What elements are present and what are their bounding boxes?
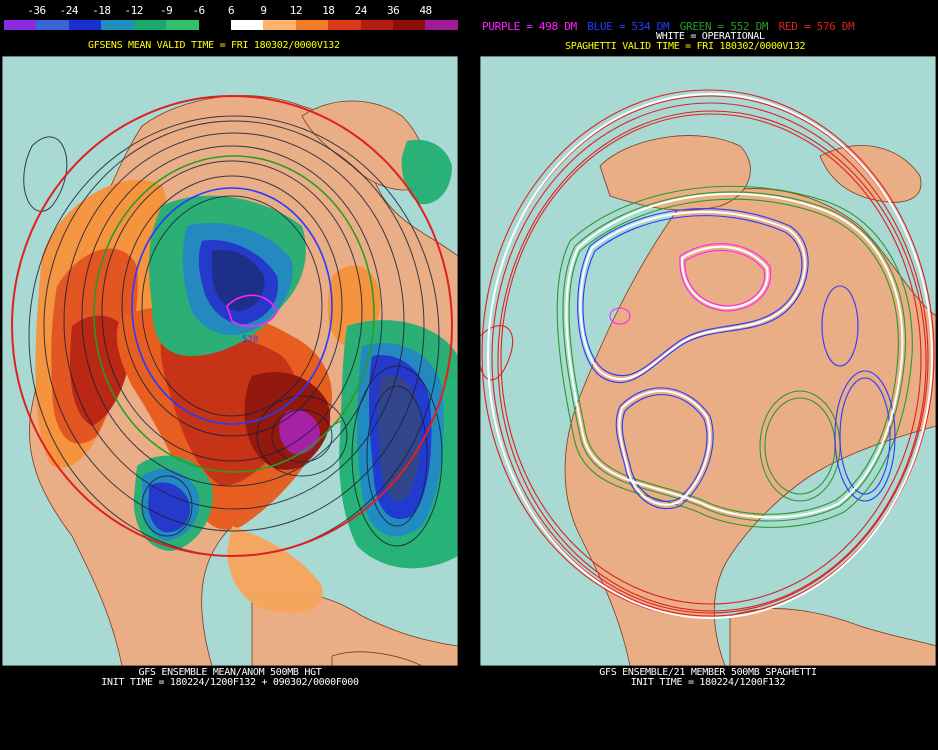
right-top-caption: SPAGHETTI VALID TIME = FRI 180302/0000V1… <box>565 41 806 52</box>
colorbar-label: 18 <box>322 4 335 17</box>
colorbar-label: 24 <box>354 4 368 17</box>
ensemble-mean-map: 528 <box>2 56 458 666</box>
spaghetti-legend: PURPLE = 498 DM BLUE = 534 DM GREEN = 55… <box>482 20 858 33</box>
colorbar-label: -6 <box>192 4 205 17</box>
right-bottom-caption-line1: GFS ENSEMBLE/21 MEMBER 500MB SPAGHETTI <box>599 667 817 678</box>
colorbar-segment <box>68 20 102 30</box>
colorbar-segment <box>166 20 199 30</box>
colorbar-segment <box>36 20 69 30</box>
colorbar-segment <box>4 20 37 30</box>
left-top-caption: GFSENS MEAN VALID TIME = FRI 180302/0000… <box>88 40 340 51</box>
key-contours <box>11 95 453 557</box>
colorbar-labels: -36 -24 -18 -12 -9 -6 6 9 12 18 24 36 48 <box>0 4 470 18</box>
legend-purple: PURPLE = 498 DM <box>482 20 577 33</box>
colorbar-label: -24 <box>59 4 79 17</box>
colorbar-segment <box>230 20 264 30</box>
legend-blue: BLUE = 534 DM <box>587 20 670 33</box>
contour-label-528: 528 <box>242 335 258 345</box>
colorbar-label: -9 <box>160 4 173 17</box>
legend-white: WHITE = OPERATIONAL <box>656 31 765 42</box>
colorbar-label: 9 <box>260 4 267 17</box>
colorbar-segment <box>425 20 458 30</box>
spaghetti-map <box>480 56 936 666</box>
anomaly-colorbar <box>4 20 458 30</box>
left-bottom-caption-line2: INIT TIME = 180224/1200F132 + 090302/000… <box>101 677 359 688</box>
land-masses <box>564 135 936 666</box>
colorbar-segment <box>133 20 167 30</box>
colorbar-segment <box>198 20 231 30</box>
left-bottom-caption: GFS ENSEMBLE MEAN/ANOM 500MB HGT INIT TI… <box>2 668 458 688</box>
colorbar-label: -12 <box>124 4 144 17</box>
purple-498-contours <box>609 243 772 325</box>
colorbar-label: 12 <box>289 4 303 17</box>
colorbar-label: -36 <box>27 4 46 17</box>
colorbar-segment <box>393 20 426 30</box>
blue-534-contours <box>577 208 896 510</box>
colorbar-label: 48 <box>419 4 432 17</box>
left-bottom-caption-line1: GFS ENSEMBLE MEAN/ANOM 500MB HGT <box>138 667 322 678</box>
colorbar-segment <box>101 20 134 30</box>
colorbar-segment <box>328 20 361 30</box>
legend-green: GREEN = 552 DM <box>679 20 769 33</box>
colorbar-segment <box>263 20 296 30</box>
legend-red: RED = 576 DM <box>778 20 855 33</box>
colorbar-segment <box>360 20 394 30</box>
right-bottom-caption-line2: INIT TIME = 180224/1200F132 <box>630 677 786 688</box>
colorbar-label: 36 <box>387 4 400 17</box>
colorbar-label: -18 <box>92 4 111 17</box>
operational-contours <box>487 93 933 619</box>
colorbar-label: 6 <box>227 4 235 17</box>
colorbar-segment <box>295 20 329 30</box>
right-bottom-caption: GFS ENSEMBLE/21 MEMBER 500MB SPAGHETTI I… <box>480 668 936 688</box>
